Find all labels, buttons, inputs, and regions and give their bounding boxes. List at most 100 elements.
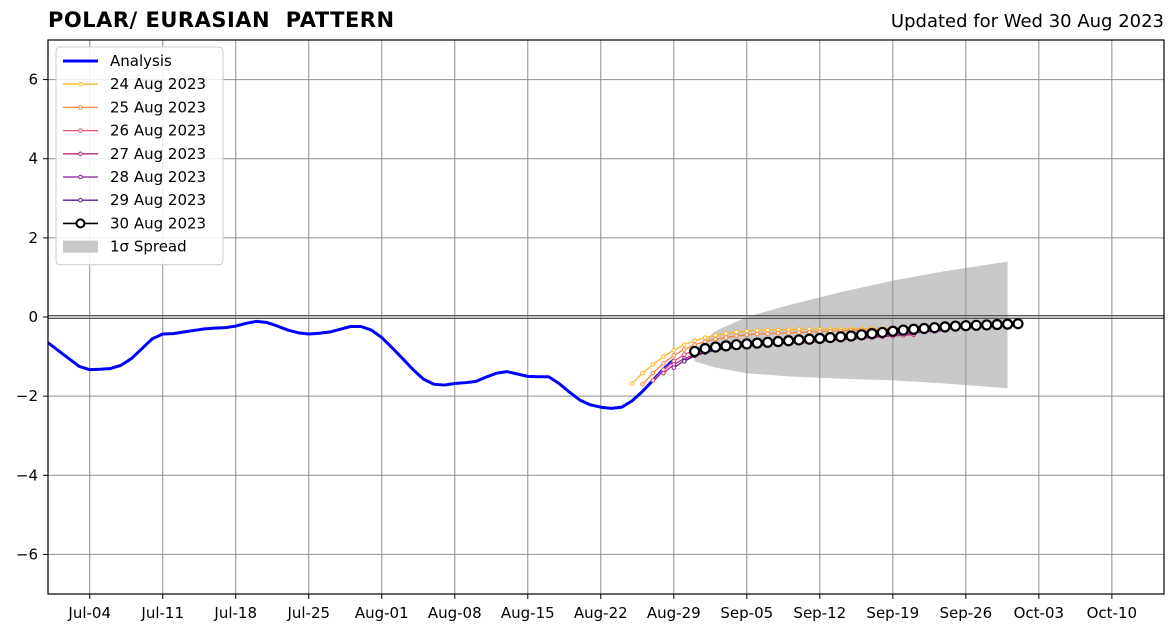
forecast-point [734,333,739,339]
forecast-point [692,338,697,344]
forecast-point [981,319,993,331]
forecast-point [782,335,795,347]
forecast-point [793,334,805,346]
x-tick-label: Oct-10 [1087,604,1137,622]
forecast-point [681,359,687,364]
forecast-line [631,327,914,384]
forecast-point [866,328,878,340]
forecast-point [744,328,750,334]
grid-layer [48,40,1164,594]
forecast-point [897,324,909,336]
forecast-point [887,325,899,337]
spread-layer [694,261,1008,389]
forecast-point [765,327,770,333]
forecast-point [751,337,763,349]
forecast-point [723,331,729,336]
y-tick-label: 4 [28,150,38,168]
forecast-point [949,320,962,332]
forecast-point [786,330,791,336]
series-layer [47,318,1024,410]
forecast-point [744,332,750,338]
spread-band [694,261,1008,389]
forecast-point [762,336,774,348]
forecast-point [939,321,951,333]
legend-label: 28 Aug 2023 [110,168,206,186]
forecast-point [671,347,677,353]
forecast-point [765,331,770,336]
legend-label: 24 Aug 2023 [110,75,206,93]
forecast-point [702,339,708,344]
forecast-point [661,360,666,366]
forecast-point [661,354,666,359]
x-tick-label: Sep-05 [720,604,773,622]
y-tick-label: −2 [16,387,38,405]
x-tick-label: Aug-01 [355,604,409,622]
forecast-point [772,335,784,348]
forecast-point [681,347,687,352]
legend-forecast-marker [78,151,83,157]
forecast-point [824,331,836,344]
forecast-point [661,370,666,376]
legend-label: Analysis [110,52,172,70]
y-tick-label: 0 [28,308,38,326]
forecast-point [754,331,760,337]
forecast-point [650,378,656,383]
forecast-point [928,322,941,334]
legend: Analysis 24 Aug 2023 25 Aug 2023 26 Aug 202… [55,46,224,266]
forecast-point [681,342,687,348]
forecast-point [709,341,722,353]
legend-forecast-marker [78,105,83,110]
page-title: POLAR/ EURASIAN PATTERN [48,8,395,32]
x-tick-label: Aug-15 [501,604,555,622]
forecast-point [803,333,815,345]
x-tick-label: Aug-08 [428,604,482,622]
forecast-point [702,335,708,340]
x-tick-label: Sep-26 [939,604,992,622]
y-tick-label: −4 [16,466,38,484]
forecast-point [908,323,920,335]
legend-spread-swatch [63,240,98,253]
forecast-point [723,335,729,340]
forecast-point [699,343,711,355]
legend-label: 29 Aug 2023 [110,191,206,209]
forecast-point [629,381,635,386]
x-tick-label: Jul-04 [67,604,111,622]
x-tick-label: Sep-19 [866,604,919,622]
forecast-point [671,353,677,358]
forecast-point [734,329,739,335]
legend-label: 27 Aug 2023 [110,145,206,163]
forecast-point [713,336,718,342]
forecast-point [661,367,666,372]
legend-label: 30 Aug 2023 [110,214,206,232]
y-tick-label: −6 [16,545,38,563]
forecast-point [741,338,753,350]
legend-forecast-marker [78,128,83,133]
legend-label: 26 Aug 2023 [110,122,206,140]
forecast-point [650,362,656,367]
forecast-point [650,370,656,376]
forecast-point [640,370,645,376]
forecast-point [689,345,701,358]
forecast-point [671,365,677,370]
y-tick-label: 6 [28,71,38,89]
forecast-point [775,330,781,336]
forecast-point [720,340,732,352]
legend-forecast-marker [78,81,83,87]
forecast-point [970,319,982,331]
forecast-point [845,330,857,342]
x-tick-label: Jul-25 [286,604,330,622]
x-tick-label: Aug-22 [574,604,628,622]
forecast-point [640,381,645,387]
legend-forecast-marker [78,197,83,203]
forecast-point [681,352,687,357]
forecast-point [918,322,930,335]
forecast-point [730,339,742,351]
legend-forecast-marker [78,174,83,180]
legend-label: 1σ Spread [110,238,187,256]
forecast-point [814,332,826,344]
forecast-point [960,320,972,332]
x-tick-label: Sep-12 [793,604,846,622]
analysis-line [47,319,675,410]
legend-label: 25 Aug 2023 [110,98,206,116]
